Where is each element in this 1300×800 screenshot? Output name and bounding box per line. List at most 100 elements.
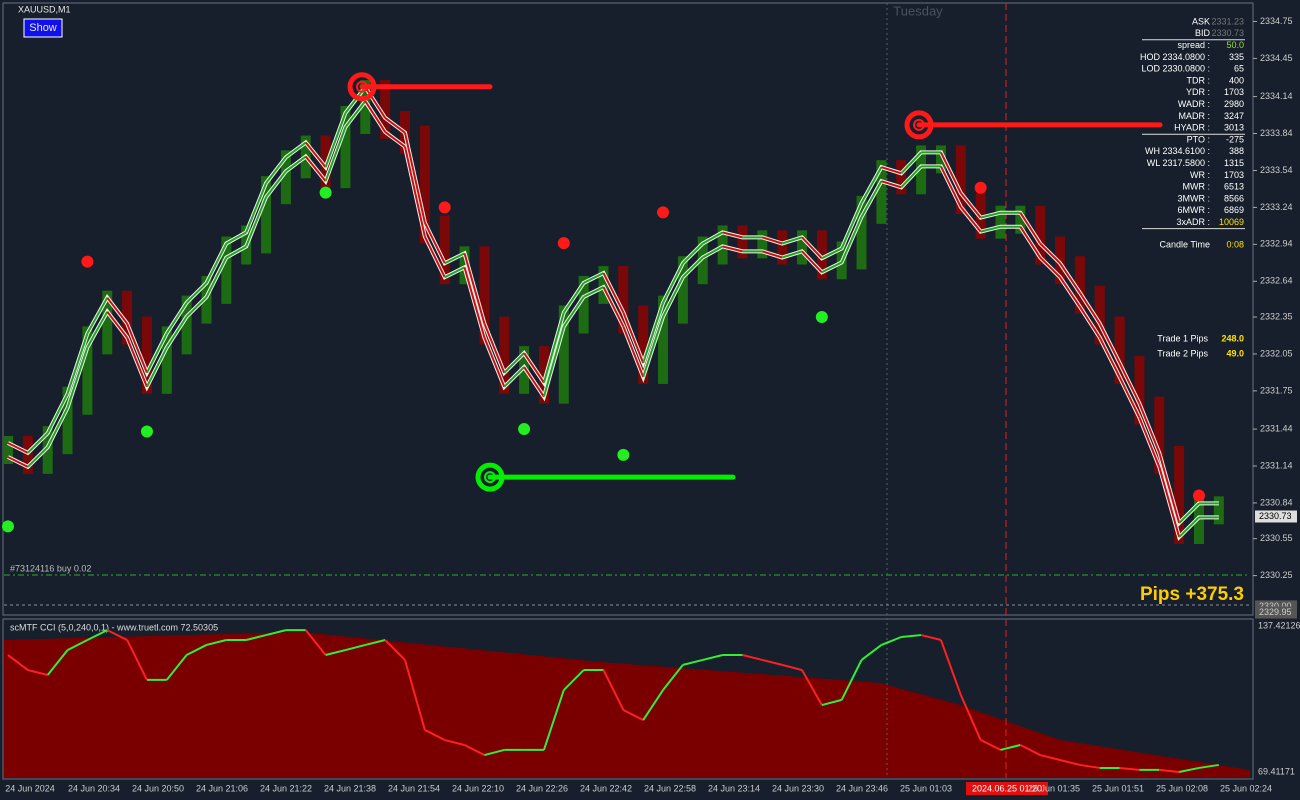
- cci-segment: [384, 639, 406, 661]
- ribbon-segment: [205, 243, 228, 284]
- candle: [1134, 355, 1145, 425]
- trade-label: Trade 2 Pips: [1157, 348, 1208, 358]
- candle: [558, 305, 569, 404]
- ribbon-segment: [980, 211, 1001, 219]
- ribbon-segment: [483, 323, 506, 374]
- ribbon-segment: [682, 242, 704, 264]
- panel-label: HOD 2334.0800 :: [1140, 52, 1210, 62]
- ribbon-segment: [1158, 466, 1181, 538]
- ribbon-segment: [562, 282, 585, 314]
- candle: [955, 145, 966, 215]
- ribbon-segment: [642, 316, 664, 378]
- price-label-box: [1255, 510, 1297, 523]
- candle: [697, 236, 708, 285]
- cci-segment: [1019, 744, 1041, 756]
- ribbon-segment: [126, 323, 148, 374]
- show-button-label[interactable]: Show: [29, 22, 57, 34]
- ribbon-segment: [1059, 262, 1081, 294]
- time-label: 24 Jun 21:06: [196, 783, 248, 793]
- cci-segment: [325, 649, 346, 656]
- ribbon-segment: [225, 245, 247, 259]
- candle: [1174, 445, 1185, 545]
- candle: [3, 435, 13, 464]
- ribbon-segment: [66, 333, 89, 395]
- candle: [181, 295, 192, 355]
- cci-segment: [642, 689, 664, 721]
- ribbon-segment: [185, 296, 208, 318]
- trade-value: 248.0: [1221, 333, 1244, 343]
- y-tick-label: 2330.55: [1260, 533, 1293, 543]
- price-label: 2329.95: [1259, 607, 1292, 617]
- ribbon-segment: [27, 432, 49, 454]
- candle: [261, 176, 272, 254]
- candle: [360, 80, 371, 134]
- panel-value: 10069: [1219, 217, 1244, 227]
- y-tick-label: 2333.84: [1260, 128, 1293, 138]
- price-label: 2330.73: [1259, 511, 1292, 521]
- cci-area: [4, 632, 1250, 778]
- cci-tick-label: 69.41171: [1258, 766, 1295, 776]
- candle: [419, 125, 430, 244]
- ribbon-segment: [384, 131, 406, 148]
- sub-frame: [2, 618, 1254, 780]
- ribbon-segment: [821, 247, 843, 260]
- y-tick-label: 2334.75: [1260, 16, 1293, 26]
- candle: [1154, 396, 1165, 474]
- candle: [975, 186, 986, 239]
- ribbon-segment: [225, 231, 247, 245]
- signal-dot: [2, 520, 14, 533]
- ribbon-segment: [285, 155, 307, 173]
- time-label: 24 Jun 23:46: [836, 783, 888, 793]
- ribbon-segment: [364, 86, 386, 119]
- cci-tick-label: 137.42126: [1258, 620, 1300, 630]
- panel-value: -275: [1226, 134, 1244, 144]
- ribbon-segment: [1098, 337, 1121, 378]
- ribbon-segment: [702, 231, 724, 245]
- y-tick-label: 2333.54: [1260, 165, 1293, 175]
- time-label: 24 Jun 20:50: [132, 783, 184, 793]
- cci-segment: [186, 644, 207, 656]
- ribbon-segment: [622, 326, 645, 378]
- ribbon-segment: [106, 297, 128, 325]
- ribbon-segment: [165, 316, 188, 348]
- panel-label: WL 2317.5800 :: [1147, 158, 1210, 168]
- candle: [42, 426, 53, 474]
- panel-label: TDR :: [1187, 75, 1211, 85]
- ribbon-segment: [245, 196, 267, 247]
- cci-segment: [304, 629, 327, 656]
- candle: [757, 230, 768, 259]
- ribbon-segment: [542, 326, 565, 397]
- cci-segment: [980, 739, 1001, 751]
- ribbon-segment: [384, 117, 406, 134]
- ribbon-segment: [46, 407, 69, 448]
- y-tick-label: 2334.14: [1260, 91, 1293, 101]
- ribbon-segment: [1178, 502, 1200, 524]
- cci-segment: [1159, 768, 1180, 774]
- panel-label: Candle Time: [1159, 239, 1210, 249]
- candle: [122, 290, 133, 345]
- candle: [1035, 205, 1046, 265]
- ribbon-segment: [404, 132, 426, 223]
- panel-label: WADR :: [1178, 99, 1210, 109]
- cci-segment: [206, 639, 227, 646]
- show-button[interactable]: [23, 18, 63, 38]
- time-label: 24 Jun 23:14: [708, 783, 760, 793]
- panel-label: PTO :: [1187, 134, 1210, 144]
- cci-segment: [622, 709, 644, 721]
- ribbon-segment: [146, 332, 168, 374]
- y-tick-label: 2332.94: [1260, 239, 1293, 249]
- level-marker-inner: [913, 118, 925, 131]
- panel-value: 6513: [1224, 182, 1244, 192]
- level-marker-inner: [356, 80, 368, 93]
- y-tick-label: 2332.35: [1260, 311, 1293, 321]
- candle: [280, 150, 291, 205]
- ribbon-segment: [1039, 256, 1061, 278]
- time-label: 25 Jun 02:24: [1220, 783, 1272, 793]
- time-label: 24 Jun 22:10: [452, 783, 504, 793]
- ribbon-segment: [1118, 362, 1141, 405]
- ribbon-segment: [503, 366, 525, 388]
- cci-segment: [444, 739, 465, 746]
- ribbon-segment: [86, 311, 109, 348]
- cursor-time-box: [966, 782, 1048, 795]
